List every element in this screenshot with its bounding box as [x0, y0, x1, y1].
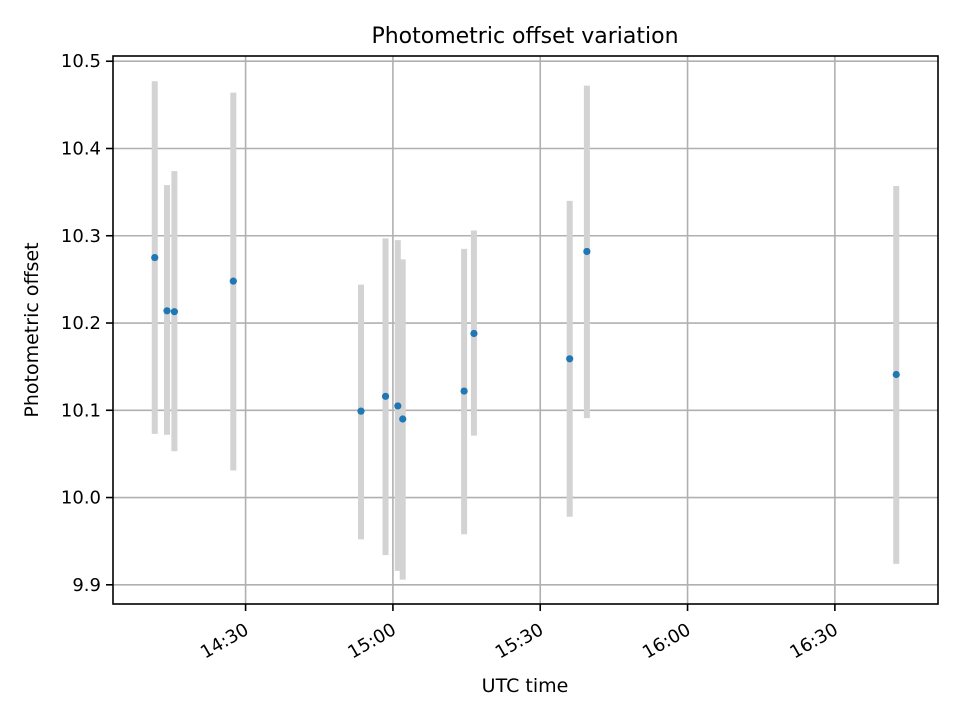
y-tick-label: 9.9 [72, 575, 101, 596]
x-tick-label: 14:30 [197, 619, 252, 663]
data-point [170, 308, 178, 316]
data-point [399, 415, 407, 423]
data-point [892, 370, 900, 379]
x-tick-label: 16:00 [639, 619, 694, 663]
x-tick-label: 16:30 [786, 619, 841, 663]
data-points [151, 247, 900, 423]
y-tick-label: 10.3 [61, 226, 101, 247]
x-tick-label: 15:30 [492, 619, 547, 663]
chart-title: Photometric offset variation [371, 24, 678, 49]
error-bars [151, 81, 900, 580]
data-point [460, 387, 468, 395]
data-point [381, 392, 390, 400]
data-point [583, 247, 591, 256]
data-point [566, 355, 574, 363]
y-tick-label: 10.0 [61, 488, 101, 509]
data-point [229, 277, 237, 285]
plot-frame [112, 55, 939, 605]
axis-ticks: 14:30 15:00 15:30 16:00 16:30 9.9 10.0 10.1 10.2… [61, 51, 842, 663]
y-tick-label: 10.2 [61, 313, 101, 334]
y-tick-label: 10.5 [61, 51, 101, 72]
y-tick-label: 10.1 [61, 400, 101, 421]
grid [113, 56, 938, 604]
data-point [394, 402, 402, 410]
data-point [357, 407, 365, 415]
y-axis-label: Photometric offset [21, 242, 43, 417]
x-axis-label: UTC time [482, 675, 569, 697]
data-point [470, 329, 478, 338]
x-tick-label: 15:00 [344, 619, 399, 663]
y-tick-label: 10.4 [61, 138, 101, 159]
data-point [163, 307, 171, 315]
data-point [151, 253, 159, 262]
